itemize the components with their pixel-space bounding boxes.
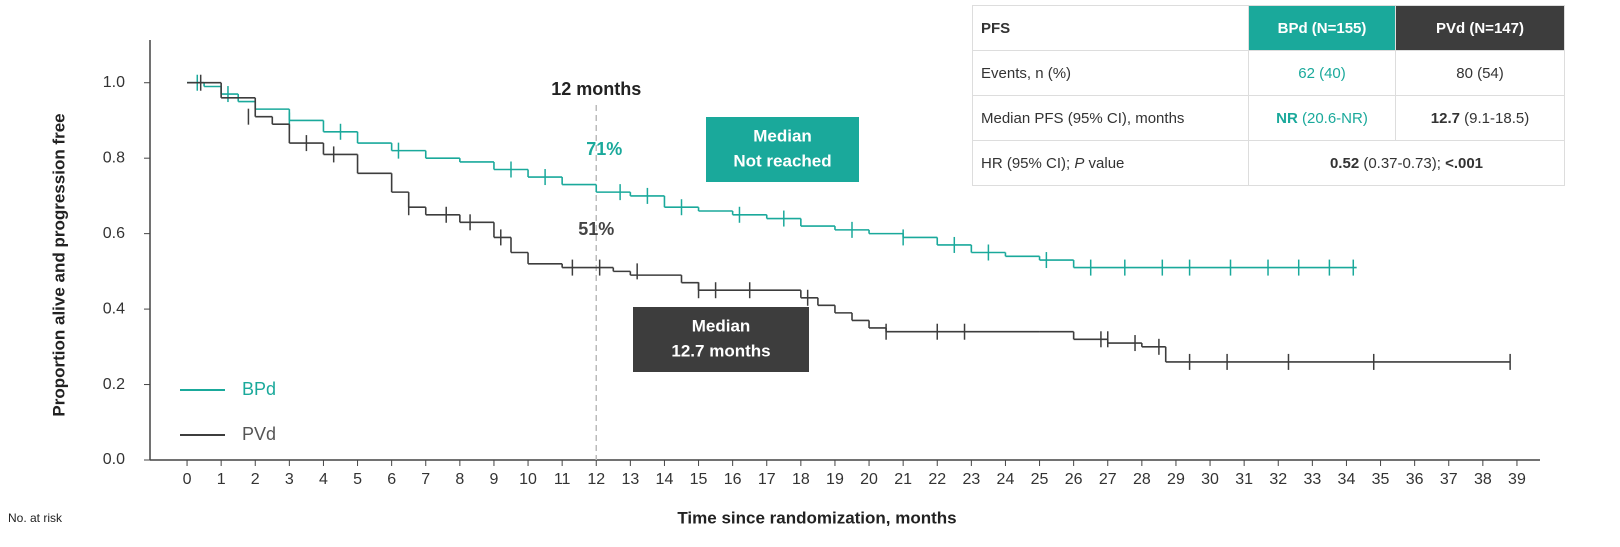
table-row: Events, n (%) 62 (40) 80 (54) xyxy=(972,50,1565,96)
row-label: HR (95% CI); P value xyxy=(972,140,1249,186)
x-tick-label: 29 xyxy=(1167,471,1185,488)
median-box-label: 12.7 months xyxy=(671,341,770,360)
x-tick-label: 4 xyxy=(319,471,328,488)
x-tick-label: 12 xyxy=(587,471,605,488)
header-cell: PFS xyxy=(972,5,1249,51)
x-tick-label: 27 xyxy=(1099,471,1117,488)
x-tick-label: 19 xyxy=(826,471,844,488)
x-tick-label: 38 xyxy=(1474,471,1492,488)
y-tick-label: 0.4 xyxy=(103,300,125,317)
pfs-table: PFS BPd (N=155) PVd (N=147) Events, n (%… xyxy=(972,5,1565,186)
x-tick-label: 24 xyxy=(997,471,1015,488)
x-tick-label: 37 xyxy=(1440,471,1458,488)
x-tick-label: 5 xyxy=(353,471,362,488)
x-tick-label: 35 xyxy=(1372,471,1390,488)
median-box xyxy=(706,117,859,182)
cell: 62 (40) xyxy=(1248,50,1396,96)
x-tick-label: 8 xyxy=(455,471,464,488)
x-tick-label: 21 xyxy=(894,471,912,488)
x-tick-label: 9 xyxy=(489,471,498,488)
header-cell: BPd (N=155) xyxy=(1248,5,1396,51)
x-tick-label: 30 xyxy=(1201,471,1219,488)
x-tick-label: 32 xyxy=(1269,471,1287,488)
median-box-label: Median xyxy=(753,126,812,145)
x-tick-label: 23 xyxy=(962,471,980,488)
x-tick-label: 20 xyxy=(860,471,878,488)
x-tick-label: 28 xyxy=(1133,471,1151,488)
x-tick-label: 26 xyxy=(1065,471,1083,488)
x-tick-label: 14 xyxy=(656,471,674,488)
x-tick-label: 3 xyxy=(285,471,294,488)
legend-label: BPd xyxy=(242,379,276,399)
x-tick-label: 1 xyxy=(217,471,226,488)
cell-text: (20.6-NR) xyxy=(1297,109,1368,127)
x-tick-label: 15 xyxy=(690,471,708,488)
x-tick-label: 39 xyxy=(1508,471,1526,488)
cell-bold: <.001 xyxy=(1445,154,1484,172)
legend-label: PVd xyxy=(242,424,276,444)
y-tick-label: 0.6 xyxy=(103,225,125,242)
cell-bold: 0.52 xyxy=(1329,154,1360,172)
x-tick-label: 25 xyxy=(1031,471,1049,488)
x-tick-label: 11 xyxy=(554,471,571,488)
x-tick-label: 13 xyxy=(621,471,639,488)
median-box-label: Median xyxy=(692,316,751,335)
y-axis-label: Proportion alive and progression free xyxy=(49,113,68,416)
y-tick-label: 1.0 xyxy=(103,74,125,91)
x-tick-label: 31 xyxy=(1235,471,1253,488)
x-tick-label: 10 xyxy=(519,471,537,488)
x-axis-label: Time since randomization, months xyxy=(677,508,956,527)
y-tick-label: 0.0 xyxy=(103,451,125,468)
x-tick-label: 17 xyxy=(758,471,776,488)
y-tick-label: 0.2 xyxy=(103,376,125,393)
reference-label: 12 months xyxy=(551,79,641,99)
at-risk-label: No. at risk xyxy=(8,511,63,525)
table-row: Median PFS (95% CI), months NR (20.6-NR)… xyxy=(972,95,1565,141)
table-row: HR (95% CI); P value 0.52 (0.37-0.73); <… xyxy=(972,140,1565,186)
cell: 12.7 (9.1-18.5) xyxy=(1395,95,1565,141)
cell: 0.52 (0.37-0.73); <.001 xyxy=(1248,140,1565,186)
row-label: Median PFS (95% CI), months xyxy=(972,95,1249,141)
x-tick-label: 36 xyxy=(1406,471,1424,488)
cell: NR (20.6-NR) xyxy=(1248,95,1396,141)
x-tick-label: 6 xyxy=(387,471,396,488)
x-tick-label: 34 xyxy=(1338,471,1356,488)
label-text: value xyxy=(1084,154,1125,172)
y-tick-label: 0.8 xyxy=(103,149,125,166)
label-text: HR (95% CI); xyxy=(981,154,1075,172)
median-box-label: Not reached xyxy=(733,151,831,170)
x-tick-label: 2 xyxy=(251,471,260,488)
cell-bold: 12.7 xyxy=(1430,109,1460,127)
x-tick-label: 22 xyxy=(928,471,946,488)
median-box xyxy=(633,307,809,372)
row-label: Events, n (%) xyxy=(972,50,1249,96)
label-italic: P xyxy=(1074,154,1085,172)
table-header: PFS BPd (N=155) PVd (N=147) xyxy=(972,5,1565,51)
annotation: 71% xyxy=(586,139,622,159)
cell-text: (0.37-0.73); xyxy=(1359,154,1446,172)
x-tick-label: 33 xyxy=(1303,471,1321,488)
cell-text: (9.1-18.5) xyxy=(1460,109,1530,127)
x-tick-label: 18 xyxy=(792,471,810,488)
cell: 80 (54) xyxy=(1395,50,1565,96)
x-tick-label: 7 xyxy=(421,471,430,488)
header-cell: PVd (N=147) xyxy=(1395,5,1565,51)
x-tick-label: 0 xyxy=(183,471,192,488)
cell-bold: NR xyxy=(1276,109,1298,127)
x-tick-label: 16 xyxy=(724,471,742,488)
annotation: 51% xyxy=(578,219,614,239)
